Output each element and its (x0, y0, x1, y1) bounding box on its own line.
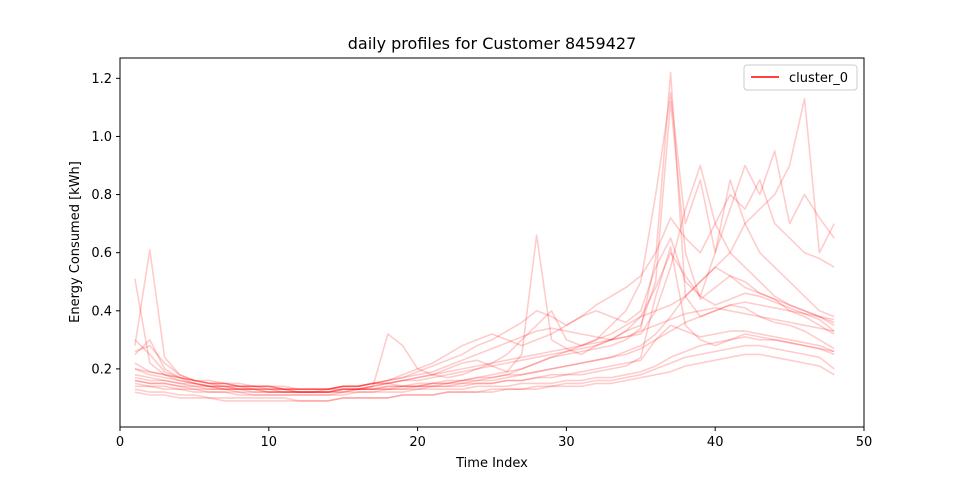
x-tick-label: 10 (261, 435, 278, 450)
series-line (134, 336, 835, 396)
legend: cluster_0 (743, 64, 858, 91)
series-line (134, 179, 835, 391)
chart-title: daily profiles for Customer 8459427 (348, 34, 637, 53)
series-line (134, 307, 835, 391)
x-tick-label: 20 (409, 435, 426, 450)
y-tick-label: 0.4 (91, 304, 112, 319)
series-line (134, 92, 835, 393)
series-line (134, 100, 835, 393)
series-line (134, 344, 835, 402)
x-axis-label: Time Index (455, 456, 528, 471)
series-line (134, 179, 835, 391)
series-line (134, 353, 835, 402)
y-tick-label: 0.8 (91, 188, 112, 203)
y-tick-label: 0.6 (91, 246, 112, 261)
series-line (134, 301, 835, 393)
series-line (134, 97, 835, 393)
x-tick-label: 0 (116, 435, 124, 450)
series-line (134, 71, 835, 393)
legend-label-cluster-0: cluster_0 (789, 71, 848, 86)
y-tick-label: 1.2 (91, 72, 112, 87)
series-line (134, 251, 835, 391)
legend-box (743, 64, 858, 91)
series-line (134, 324, 835, 393)
series-line (134, 266, 835, 393)
x-tick-label: 30 (558, 435, 575, 450)
plot-frame (119, 57, 865, 428)
x-tick-label: 40 (707, 435, 724, 450)
series-line (134, 246, 835, 396)
series-line (134, 164, 835, 391)
y-axis: 0.2 0.4 0.6 0.8 1.0 1.2 (91, 72, 120, 377)
y-tick-label: 1.0 (91, 130, 112, 145)
y-tick-label: 0.2 (91, 362, 112, 377)
series-lines (134, 71, 835, 402)
x-tick-label: 50 (856, 435, 873, 450)
y-axis-label: Energy Consumed [kWh] (68, 161, 83, 323)
x-axis: 0 10 20 30 40 50 (116, 427, 872, 450)
